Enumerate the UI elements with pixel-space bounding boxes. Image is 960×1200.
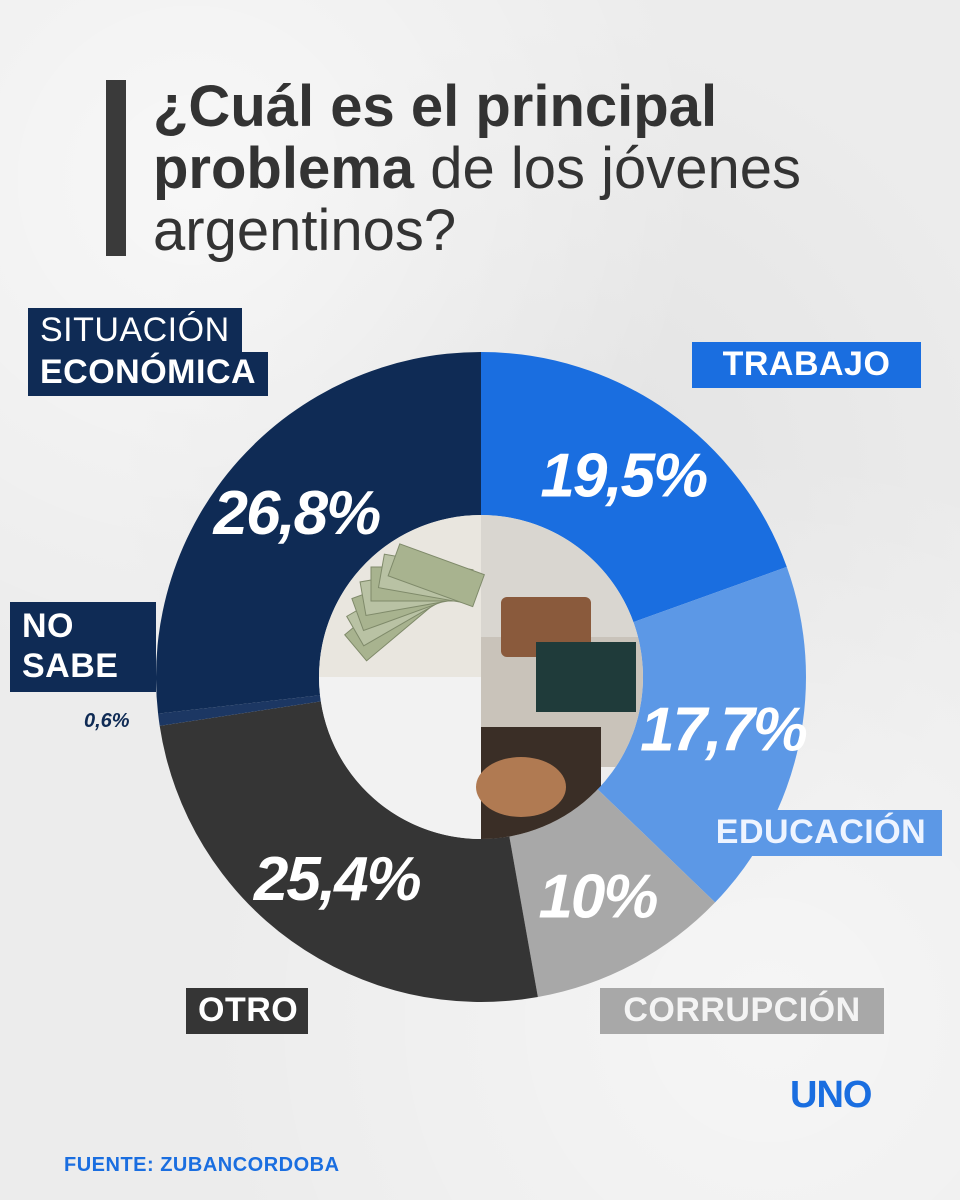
value-label-otro: 25,4% bbox=[253, 845, 421, 914]
label-situacion-line2: ECONÓMICA bbox=[28, 352, 269, 396]
uno-logo: UNO bbox=[790, 1074, 872, 1116]
title-light: de los jóvenes argentinos? bbox=[153, 136, 801, 263]
label-otro: OTRO bbox=[186, 988, 308, 1034]
title-bold: ¿Cuál es el principal problema bbox=[153, 74, 718, 201]
source-note: FUENTE: ZUBANCORDOBA bbox=[64, 1154, 340, 1176]
title-accent-bar bbox=[106, 80, 126, 256]
slice-no_sabe bbox=[158, 695, 321, 726]
label-corrupcion: CORRUPCIÓN bbox=[600, 988, 884, 1034]
label-no-sabe-line1: NO bbox=[22, 607, 74, 645]
page-title: ¿Cuál es el principal problema de los jó… bbox=[153, 76, 913, 262]
label-no-sabe: NO SABE bbox=[10, 602, 156, 692]
value-label-trabajo: 19,5% bbox=[540, 442, 707, 511]
label-situacion-economica: SITUACIÓN ECONÓMICA bbox=[28, 308, 269, 396]
label-trabajo: TRABAJO bbox=[692, 342, 921, 388]
value-label-situacion: 26,8% bbox=[212, 479, 380, 548]
no-sabe-percent: 0,6% bbox=[84, 710, 130, 732]
label-situacion-line1: SITUACIÓN bbox=[28, 308, 242, 352]
label-no-sabe-line2: SABE bbox=[22, 647, 119, 685]
slice-otro bbox=[159, 701, 538, 1002]
slice-corrupcion bbox=[509, 789, 716, 997]
slice-trabajo bbox=[481, 352, 787, 623]
value-label-educacion: 17,7% bbox=[640, 696, 807, 765]
slice-situacion bbox=[156, 352, 481, 714]
label-educacion: EDUCACIÓN bbox=[700, 810, 942, 856]
value-label-corrupcion: 10% bbox=[538, 862, 657, 931]
